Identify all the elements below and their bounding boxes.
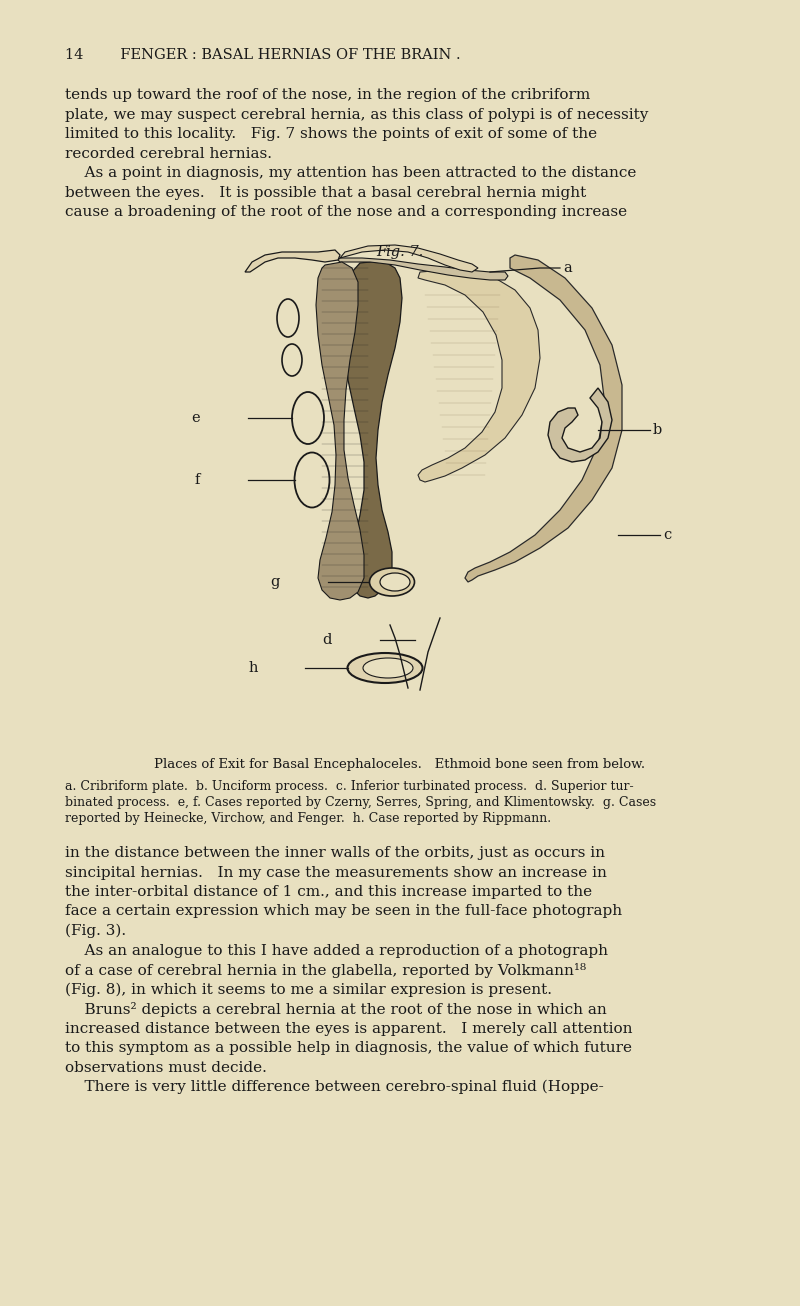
- Ellipse shape: [294, 452, 330, 508]
- Text: binated process.  e, f. Cases reported by Czerny, Serres, Spring, and Klimentows: binated process. e, f. Cases reported by…: [65, 795, 656, 808]
- Text: (Fig. 8), in which it seems to me a similar expresion is present.: (Fig. 8), in which it seems to me a simi…: [65, 982, 552, 996]
- Ellipse shape: [380, 573, 410, 592]
- Text: a: a: [563, 261, 572, 276]
- Text: g: g: [270, 575, 280, 589]
- Ellipse shape: [363, 658, 413, 678]
- Text: b: b: [653, 423, 662, 438]
- Text: of a case of cerebral hernia in the glabella, reported by Volkmann¹⁸: of a case of cerebral hernia in the glab…: [65, 963, 586, 978]
- Ellipse shape: [282, 343, 302, 376]
- Polygon shape: [338, 259, 508, 279]
- Text: f: f: [194, 473, 200, 487]
- Text: sincipital hernias.   In my case the measurements show an increase in: sincipital hernias. In my case the measu…: [65, 866, 607, 879]
- Text: e: e: [191, 411, 200, 424]
- Text: between the eyes.   It is possible that a basal cerebral hernia might: between the eyes. It is possible that a …: [65, 185, 586, 200]
- Text: observations must decide.: observations must decide.: [65, 1060, 267, 1075]
- Text: face a certain expression which may be seen in the full-face photograph: face a certain expression which may be s…: [65, 905, 622, 918]
- Text: Fig. 7.: Fig. 7.: [376, 246, 424, 259]
- Text: d: d: [322, 633, 332, 646]
- Text: limited to this locality.   Fig. 7 shows the points of exit of some of the: limited to this locality. Fig. 7 shows t…: [65, 127, 597, 141]
- Text: reported by Heinecke, Virchow, and Fenger.  h. Case reported by Rippmann.: reported by Heinecke, Virchow, and Fenge…: [65, 812, 551, 825]
- Polygon shape: [245, 249, 340, 272]
- Polygon shape: [340, 246, 478, 272]
- Text: a. Cribriform plate.  b. Unciform process.  c. Inferior turbinated process.  d. : a. Cribriform plate. b. Unciform process…: [65, 780, 634, 793]
- Ellipse shape: [277, 299, 299, 337]
- Text: As an analogue to this I have added a reproduction of a photograph: As an analogue to this I have added a re…: [65, 943, 608, 957]
- Text: recorded cerebral hernias.: recorded cerebral hernias.: [65, 146, 272, 161]
- Text: c: c: [663, 528, 671, 542]
- Text: Places of Exit for Basal Encephaloceles.   Ethmoid bone seen from below.: Places of Exit for Basal Encephaloceles.…: [154, 757, 646, 771]
- Text: the inter-orbital distance of 1 cm., and this increase imparted to the: the inter-orbital distance of 1 cm., and…: [65, 885, 592, 899]
- Text: increased distance between the eyes is apparent.   I merely call attention: increased distance between the eyes is a…: [65, 1021, 633, 1036]
- Text: h: h: [249, 661, 258, 675]
- Text: plate, we may suspect cerebral hernia, as this class of polypi is of necessity: plate, we may suspect cerebral hernia, a…: [65, 107, 648, 121]
- Polygon shape: [344, 263, 402, 598]
- Text: There is very little difference between cerebro-spinal fluid (Hoppe-: There is very little difference between …: [65, 1080, 604, 1094]
- Text: to this symptom as a possible help in diagnosis, the value of which future: to this symptom as a possible help in di…: [65, 1041, 632, 1055]
- Polygon shape: [465, 255, 622, 582]
- Ellipse shape: [347, 653, 422, 683]
- Polygon shape: [418, 270, 540, 482]
- Text: in the distance between the inner walls of the orbits, just as occurs in: in the distance between the inner walls …: [65, 846, 605, 859]
- Text: (Fig. 3).: (Fig. 3).: [65, 925, 126, 939]
- Polygon shape: [316, 263, 364, 599]
- Text: 14        FENGER : BASAL HERNIAS OF THE BRAIN .: 14 FENGER : BASAL HERNIAS OF THE BRAIN .: [65, 48, 461, 61]
- Text: As a point in diagnosis, my attention has been attracted to the distance: As a point in diagnosis, my attention ha…: [65, 166, 636, 180]
- Text: tends up toward the roof of the nose, in the region of the cribriform: tends up toward the roof of the nose, in…: [65, 88, 590, 102]
- Ellipse shape: [292, 392, 324, 444]
- Ellipse shape: [370, 568, 414, 596]
- Text: Bruns² depicts a cerebral hernia at the root of the nose in which an: Bruns² depicts a cerebral hernia at the …: [65, 1002, 606, 1017]
- Polygon shape: [548, 388, 612, 462]
- Text: cause a broadening of the root of the nose and a corresponding increase: cause a broadening of the root of the no…: [65, 205, 627, 219]
